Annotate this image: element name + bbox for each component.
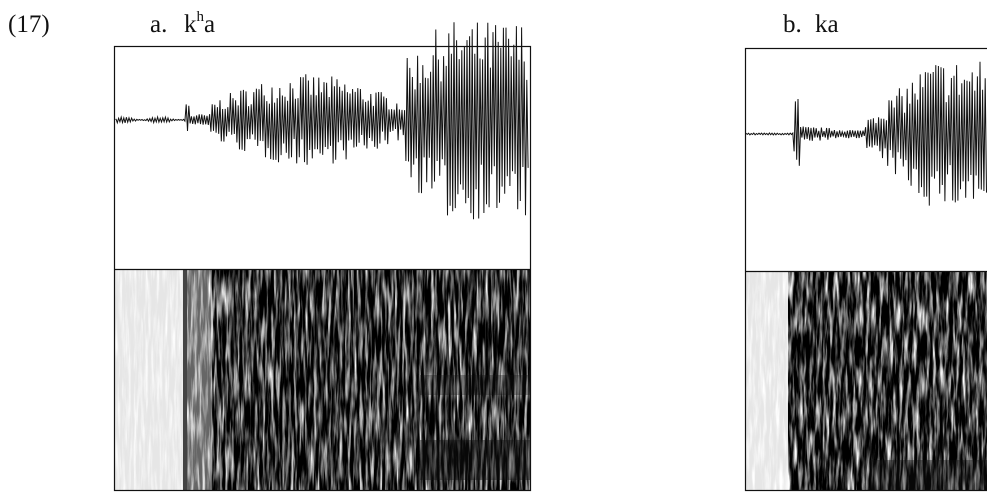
panel-label: ka	[815, 11, 839, 38]
burst	[183, 270, 187, 490]
panel-letter: a.	[150, 11, 167, 38]
panel-frame	[744, 47, 987, 492]
spectrogram	[115, 270, 530, 490]
label-base: k	[184, 11, 197, 38]
panel-label: kha	[184, 9, 215, 38]
formant	[420, 375, 530, 395]
waveform	[115, 22, 529, 220]
panel-a	[113, 22, 532, 492]
formant	[870, 460, 987, 490]
panel-letter: b.	[783, 11, 802, 38]
label-superscript: h	[197, 9, 205, 25]
silence	[115, 270, 183, 490]
formant	[420, 440, 530, 480]
spectrogram	[746, 272, 987, 490]
panel-b	[744, 47, 987, 492]
silence	[746, 272, 788, 490]
label-rest: a	[204, 11, 215, 38]
panel-frame	[113, 45, 532, 492]
waveform	[745, 61, 987, 206]
spectrogram-fade	[187, 270, 212, 490]
example-number: (17)	[8, 11, 50, 38]
